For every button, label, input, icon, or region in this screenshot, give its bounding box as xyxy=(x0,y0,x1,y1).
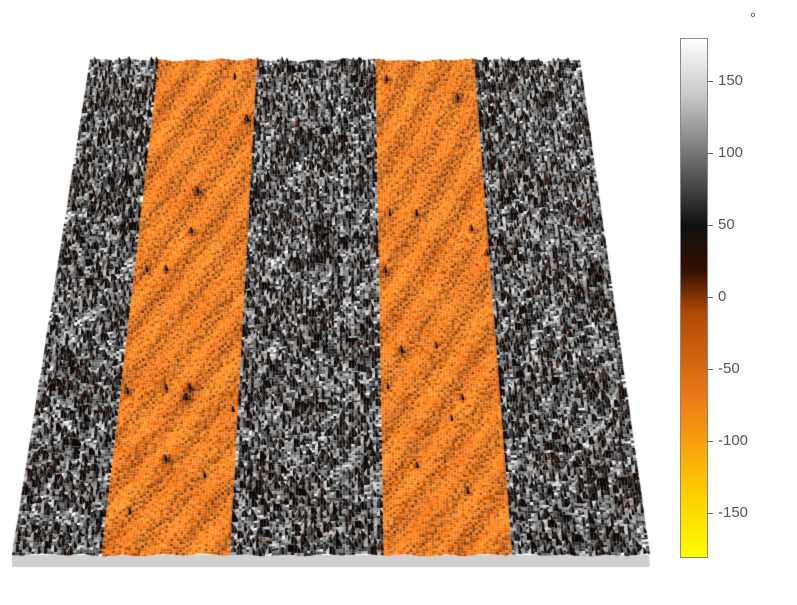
colorbar xyxy=(680,38,708,558)
colorbar-tick-label: 150 xyxy=(718,72,743,89)
colorbar-unit: ° xyxy=(750,10,756,27)
colorbar-tick xyxy=(707,297,713,298)
colorbar-tick xyxy=(707,441,713,442)
colorbar-tick-label: -50 xyxy=(718,360,740,377)
colorbar-tick-label: -150 xyxy=(718,504,748,521)
colorbar-area: ° -150 -100 -50 0 50 100 150 xyxy=(0,0,797,605)
colorbar-tick xyxy=(707,369,713,370)
colorbar-tick xyxy=(707,153,713,154)
colorbar-tick xyxy=(707,513,713,514)
colorbar-tick-label: 50 xyxy=(718,216,735,233)
colorbar-tick-label: -100 xyxy=(718,432,748,449)
colorbar-tick xyxy=(707,81,713,82)
colorbar-tick-label: 0 xyxy=(718,288,726,305)
colorbar-tick-label: 100 xyxy=(718,144,743,161)
colorbar-tick xyxy=(707,225,713,226)
